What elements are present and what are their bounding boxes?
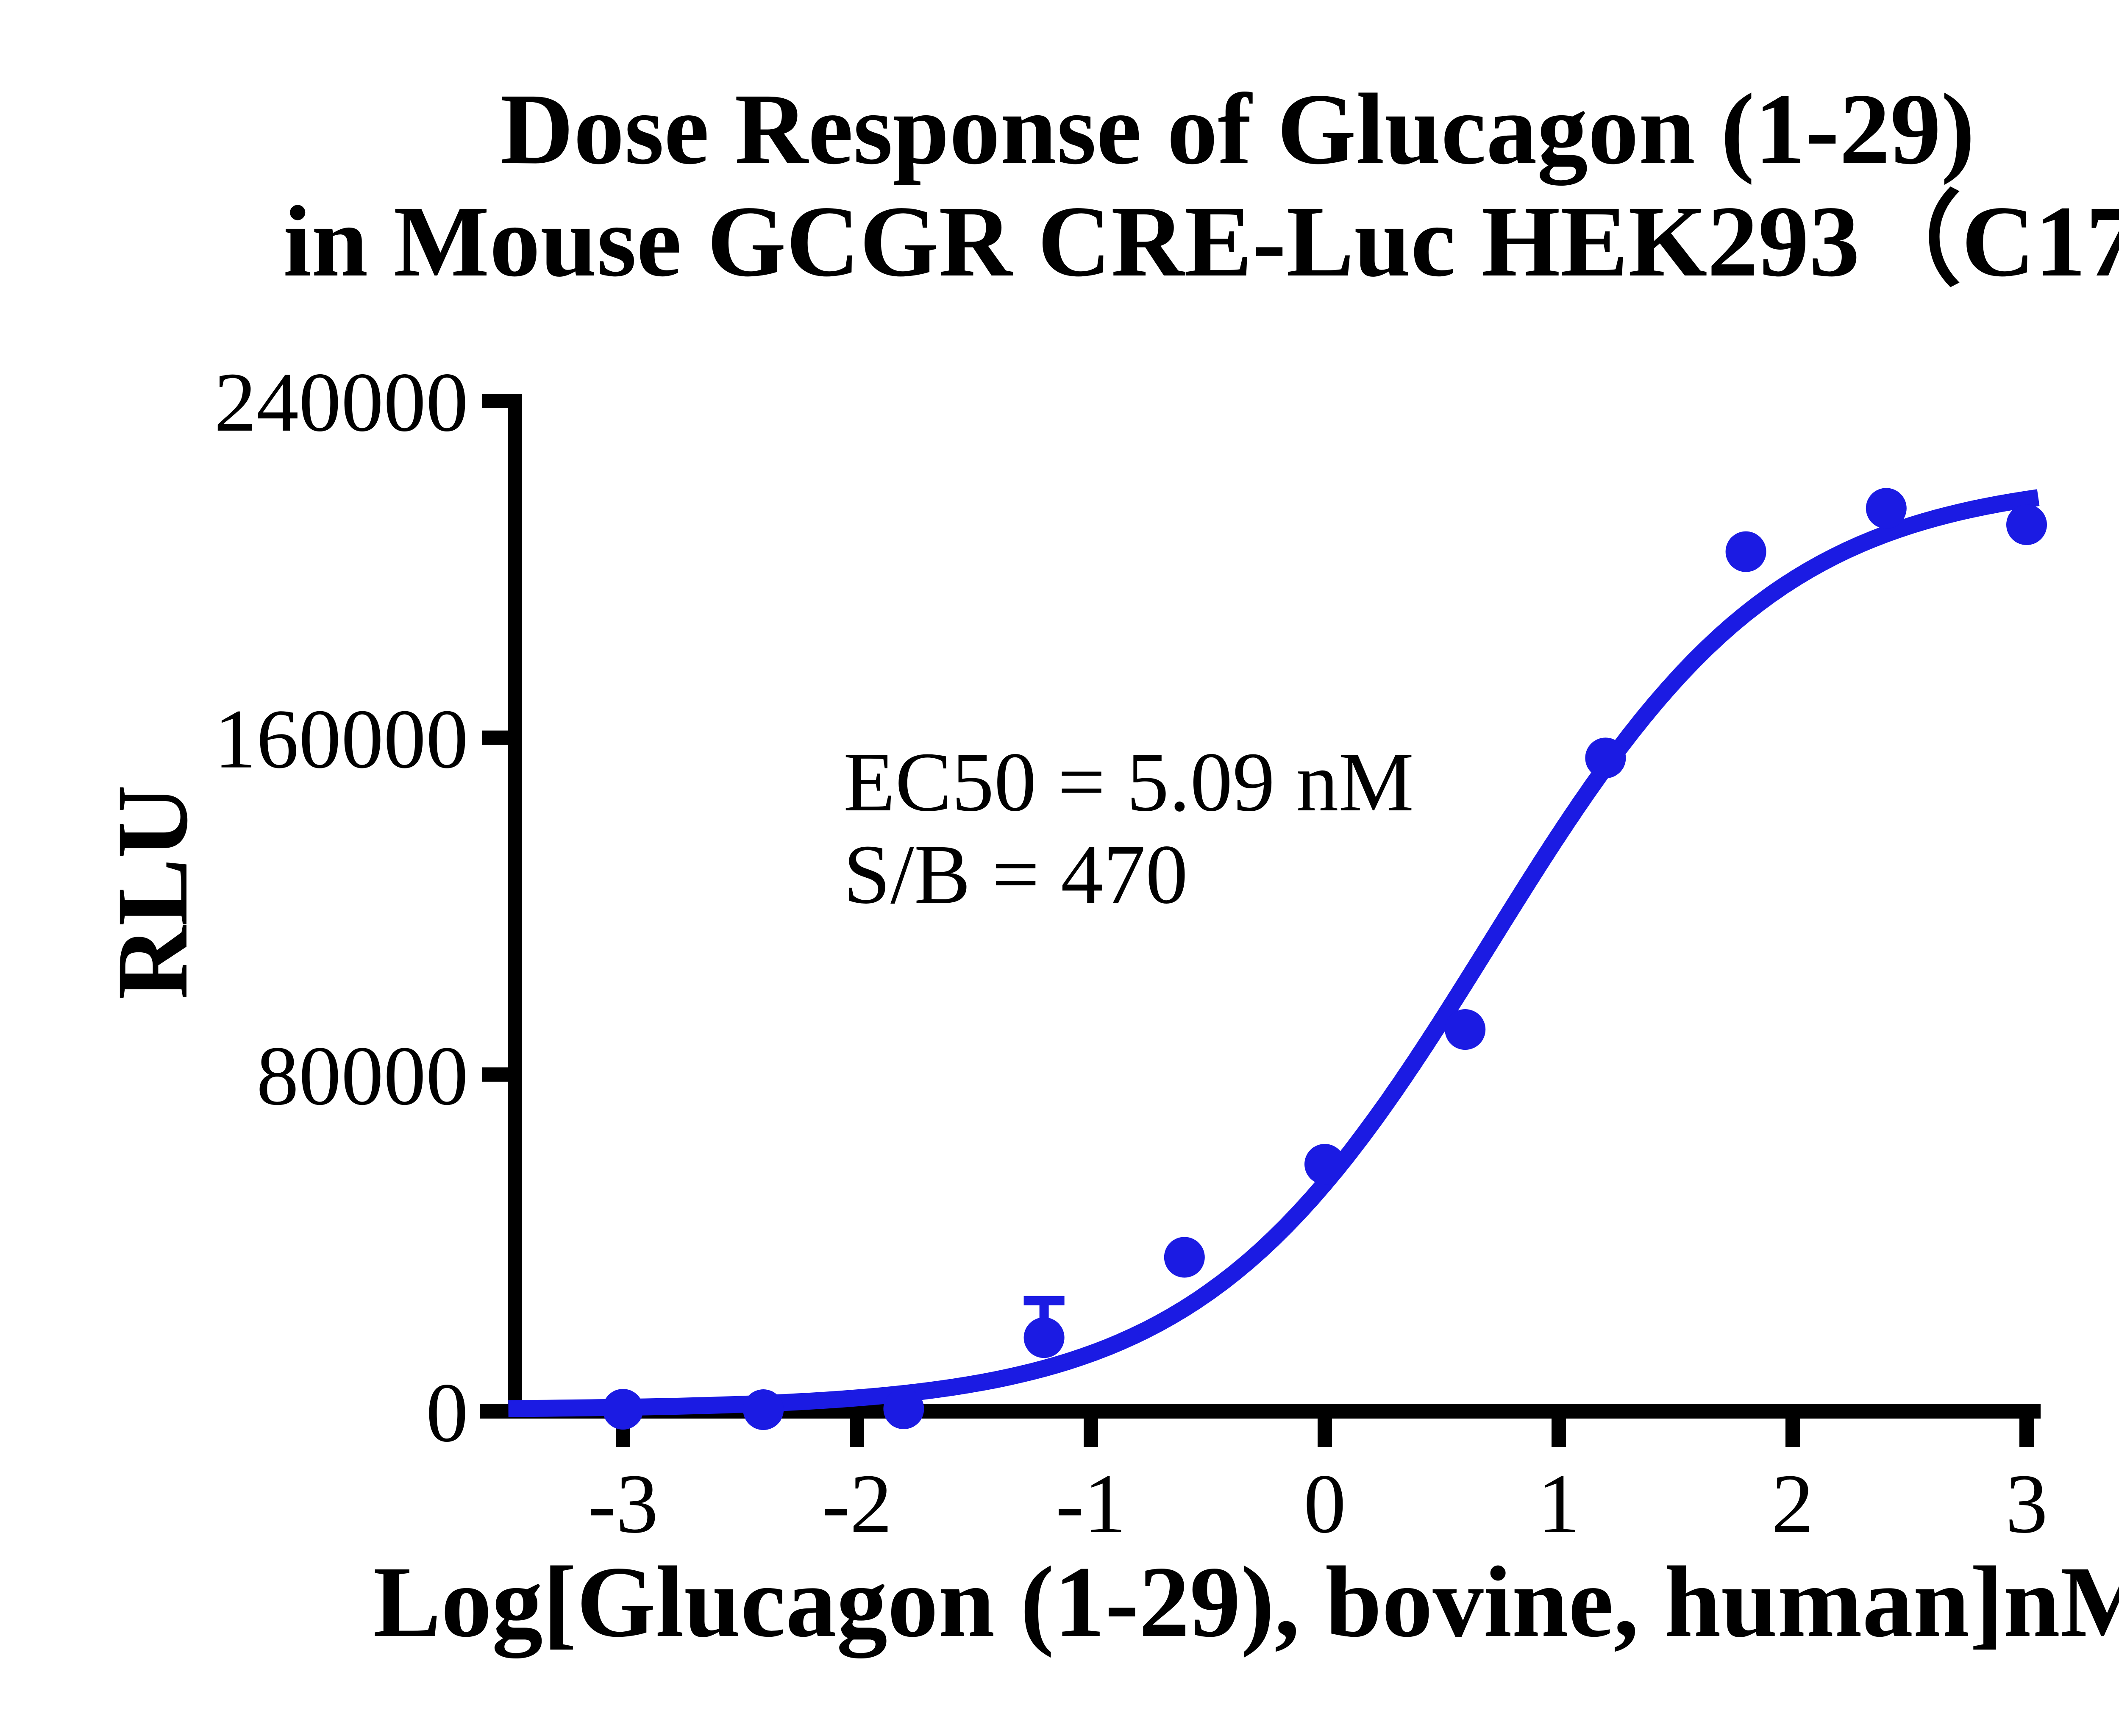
x-tick-label: 1 (1538, 1457, 1580, 1551)
data-point (1023, 1317, 1065, 1358)
x-tick-label: 2 (1771, 1457, 1814, 1551)
chart-title-line2: in Mouse GCGR CRE-Luc HEK293（C17） (283, 185, 2119, 298)
data-point (2006, 504, 2047, 545)
data-point (1304, 1143, 1345, 1185)
data-point (743, 1389, 784, 1430)
x-tick-label: -1 (1056, 1457, 1126, 1551)
x-tick-label: -3 (588, 1457, 659, 1551)
y-tick-label: 160000 (214, 693, 468, 786)
y-axis-title: RLU (96, 785, 209, 1000)
x-tick-label: -2 (822, 1457, 893, 1551)
data-point (1585, 737, 1626, 779)
data-point (883, 1388, 924, 1430)
chart-title-line1: Dose Response of Glucagon (1-29) (500, 72, 1975, 186)
y-tick-label: 240000 (214, 356, 468, 449)
x-tick-label: 3 (2005, 1457, 2048, 1551)
ec50-annotation: EC50 = 5.09 nM (843, 735, 1414, 829)
x-tick-label: 0 (1304, 1457, 1346, 1551)
data-point (603, 1389, 643, 1430)
y-tick-label: 0 (426, 1366, 468, 1460)
data-point (1164, 1237, 1205, 1278)
sb-annotation: S/B = 470 (843, 828, 1188, 921)
data-point (1445, 1009, 1486, 1050)
y-tick-label: 80000 (256, 1029, 468, 1123)
plot-area: 0 80000 160000 240000 -3 -2 -1 0 1 2 3 (214, 356, 2048, 1551)
data-point (1866, 488, 1907, 529)
data-point (1725, 531, 1766, 572)
fit-curve (508, 489, 2040, 1417)
x-axis-title: Log[Glucagon (1-29), bovine, human]nM (373, 1545, 2119, 1658)
